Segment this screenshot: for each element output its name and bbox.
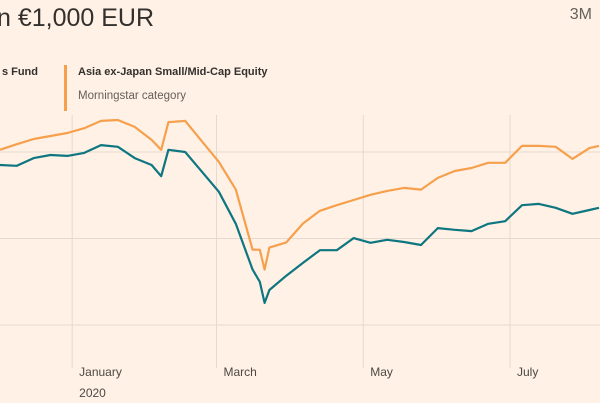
- legend-category-swatch: [64, 65, 67, 111]
- x-tick-label: January: [79, 365, 122, 379]
- gridlines: [0, 115, 600, 368]
- category-line: [0, 118, 600, 271]
- legend-category: Asia ex-Japan Small/Mid-Cap Equity: [78, 66, 268, 78]
- x-tick-label: March: [224, 365, 257, 379]
- x-tick-label: May: [370, 365, 393, 379]
- series-lines: [0, 118, 600, 304]
- legend-fund: s Fund: [1, 66, 38, 78]
- legend-category-sublabel: Morningstar category: [78, 90, 187, 102]
- range-selector-3m[interactable]: 3M: [569, 6, 592, 23]
- x-tick-label: July: [517, 365, 538, 379]
- x-axis: January 2020 March May July: [79, 365, 538, 400]
- fund-line: [0, 144, 600, 304]
- x-tick-sublabel: 2020: [79, 386, 106, 400]
- chart-title: n €1,000 EUR: [0, 4, 155, 32]
